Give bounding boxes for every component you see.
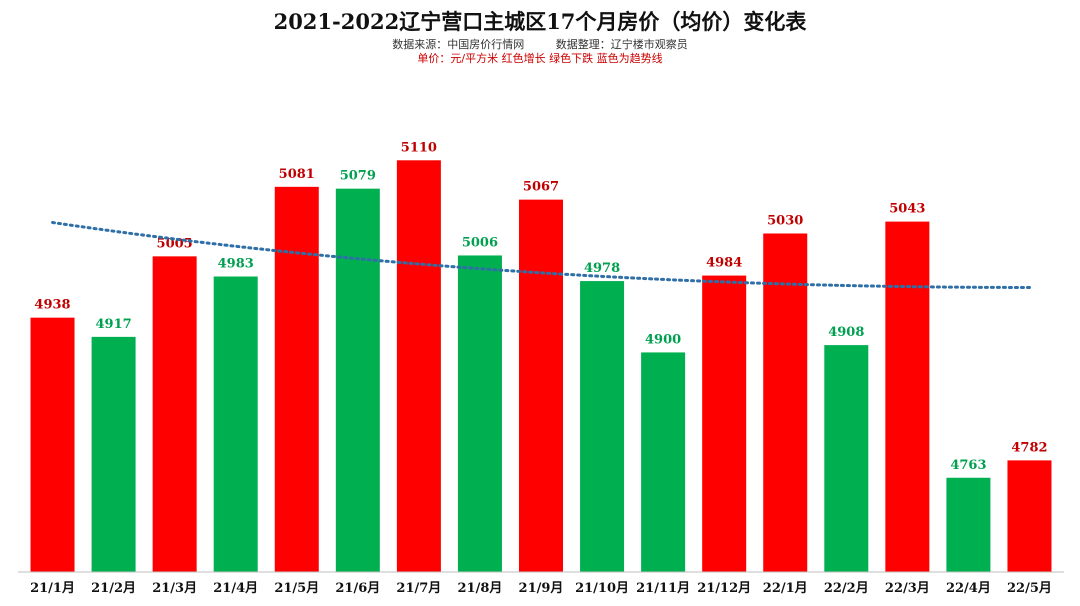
bar-22/1月: [763, 233, 808, 572]
value-label: 4782: [1011, 440, 1047, 455]
value-label: 4900: [645, 332, 681, 347]
bar-22/2月: [824, 345, 869, 572]
value-label: 5079: [340, 169, 376, 184]
x-tick-label: 22/4月: [946, 581, 991, 596]
x-tick-label: 22/5月: [1007, 581, 1052, 596]
x-tick-label: 21/8月: [457, 581, 502, 596]
chart-title: 2021-2022辽宁营口主城区17个月房价（均价）变化表: [273, 9, 807, 34]
x-tick-label: 22/1月: [763, 581, 808, 596]
bar-21/7月: [396, 160, 441, 573]
chart-subtitle-source: 数据来源：中国房价行情网 数据整理：辽宁楼市观察员: [0, 36, 1080, 52]
value-label: 5110: [401, 140, 437, 155]
bar-21/2月: [91, 336, 136, 572]
bar-22/3月: [885, 221, 930, 572]
bar-21/10月: [580, 281, 625, 572]
x-tick-label: 21/10月: [575, 581, 629, 596]
value-label: 4938: [34, 298, 70, 313]
bar-22/4月: [946, 477, 991, 572]
x-tick-label: 21/4月: [213, 581, 258, 596]
bar-21/8月: [457, 255, 502, 572]
x-tick-label: 21/11月: [636, 581, 690, 596]
x-tick-label: 21/3月: [152, 581, 197, 596]
bar-21/12月: [702, 275, 747, 572]
value-label: 4984: [706, 256, 742, 271]
bar-21/1月: [30, 317, 75, 572]
unit-note: 单价：元/平方米 红色增长 绿色下跌 蓝色为趋势线: [417, 52, 663, 65]
bars-group: [30, 160, 1052, 573]
bar-21/11月: [641, 352, 686, 572]
bar-21/6月: [335, 188, 380, 572]
bar-21/9月: [519, 199, 563, 572]
trendline: [51, 221, 1031, 289]
x-axis: 21/1月 21/2月 21/3月 21/4月 21/5月 21/6月 21/7月 21/8月…: [18, 571, 1064, 596]
bar-21/4月: [213, 276, 258, 572]
data-compiler-text: 数据整理：辽宁楼市观察员: [555, 38, 688, 51]
bar-21/3月: [152, 256, 197, 572]
x-tick-label: 22/3月: [885, 581, 930, 596]
value-label: 4978: [584, 261, 620, 276]
x-tick-label: 22/2月: [824, 581, 869, 596]
x-tick-label: 21/1月: [30, 581, 75, 596]
data-source-text: 数据来源：中国房价行情网: [392, 38, 525, 51]
bar-21/5月: [274, 186, 319, 573]
x-tick-label: 21/6月: [335, 581, 380, 596]
x-tick-label: 21/7月: [396, 581, 441, 596]
value-label: 5067: [523, 180, 559, 195]
x-tick-label: 21/5月: [274, 581, 319, 596]
value-label: 4983: [218, 256, 254, 271]
value-label: 4917: [95, 317, 131, 332]
value-label: 4908: [828, 325, 864, 340]
bar-22/5月: [1007, 460, 1052, 572]
x-tick-label: 21/12月: [697, 581, 751, 596]
x-tick-label: 21/9月: [519, 581, 564, 596]
value-label: 5006: [462, 235, 498, 250]
trendline-group: [51, 221, 1031, 289]
value-label: 5043: [889, 202, 925, 217]
value-label: 5030: [767, 213, 803, 228]
x-tick-label: 21/2月: [91, 581, 136, 596]
value-label: 4763: [950, 458, 986, 473]
value-label: 5081: [279, 167, 315, 182]
